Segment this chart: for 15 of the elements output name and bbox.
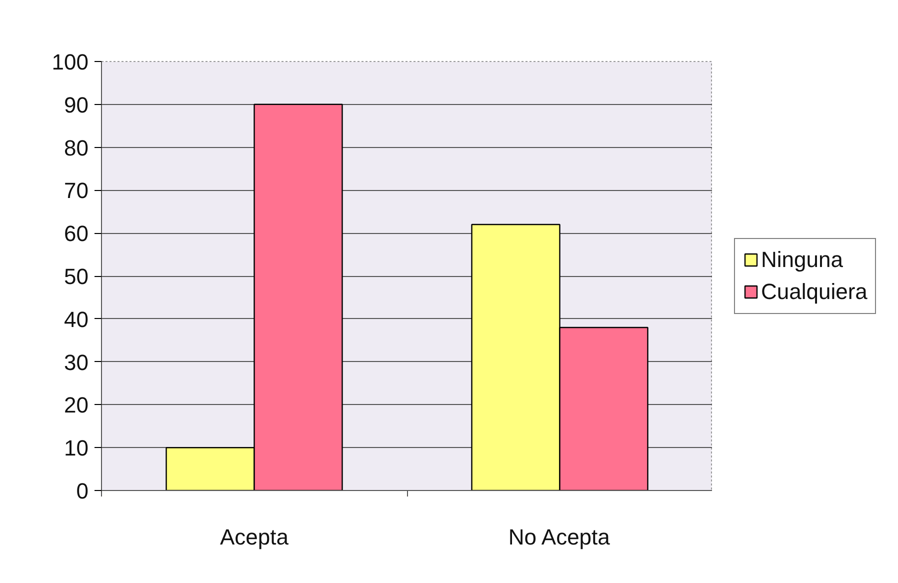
y-tick-label: 90 [64,92,89,118]
x-tick-label: Acepta [220,524,290,550]
y-tick-label: 100 [52,50,89,74]
y-tick-label: 40 [64,306,89,332]
y-tick-label: 0 [76,478,89,504]
y-tick-label: 70 [64,178,89,204]
legend-label: Cualquiera [761,278,868,304]
y-tick-label: 30 [64,350,89,375]
x-tick-label: No Acepta [508,524,611,550]
y-tick-label: 60 [64,221,89,246]
y-tick-label: 50 [64,264,89,289]
y-tick-label: 10 [64,436,89,461]
legend-label: Ninguna [761,246,843,272]
y-tick-label: 20 [64,392,89,418]
y-tick-label: 80 [64,135,89,160]
